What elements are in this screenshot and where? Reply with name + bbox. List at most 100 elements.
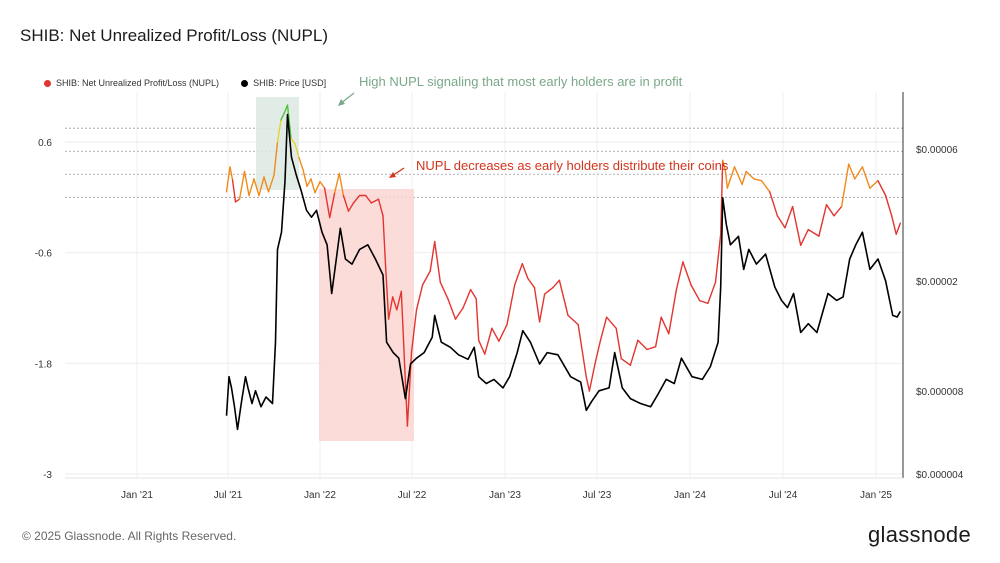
x-tick-label: Jul '22 xyxy=(398,490,427,501)
nupl-line-segment xyxy=(478,339,486,355)
nupl-line-segment xyxy=(384,265,390,320)
nupl-line-segment xyxy=(475,298,480,341)
distribution-arrowhead xyxy=(389,172,396,178)
nupl-line-segment xyxy=(469,288,477,300)
nupl-line-segment xyxy=(745,170,755,180)
right-y-tick-label: $0.00006 xyxy=(916,145,958,156)
nupl-line-segment xyxy=(869,179,879,189)
profit-annotation-text: High NUPL signaling that most early hold… xyxy=(359,74,683,89)
nupl-line-segment xyxy=(276,119,282,143)
copyright-footer: © 2025 Glassnode. All Rights Reserved. xyxy=(22,529,237,543)
left-y-tick-label: 0.6 xyxy=(38,138,52,149)
nupl-line-segment xyxy=(429,240,436,272)
nupl-line-segment xyxy=(338,172,345,197)
nupl-line-segment xyxy=(769,191,779,217)
legend-item-nupl[interactable]: SHIB: Net Unrealized Profit/Loss (NUPL) xyxy=(44,78,219,88)
nupl-line-segment xyxy=(404,381,409,427)
nupl-line-segment xyxy=(558,279,569,317)
nupl-line-segment xyxy=(302,168,308,188)
price-series xyxy=(225,113,901,431)
nupl-line-segment xyxy=(347,202,355,212)
nupl-line-segment xyxy=(248,178,255,197)
legend: SHIB: Net Unrealized Profit/Loss (NUPL) … xyxy=(44,78,326,88)
nupl-line-segment xyxy=(396,290,402,311)
nupl-line-segment xyxy=(800,228,809,247)
nupl-line-segment xyxy=(599,316,608,341)
nupl-line-segment xyxy=(760,179,771,193)
nupl-line-segment xyxy=(726,166,736,189)
nupl-line-segment xyxy=(620,358,632,366)
nupl-line-segment xyxy=(370,198,380,204)
nupl-line-segment xyxy=(238,170,246,200)
nupl-line-segment xyxy=(675,261,684,291)
x-tick-label: Jan '21 xyxy=(121,490,153,501)
x-tick-label: Jul '24 xyxy=(769,490,798,501)
nupl-line-segment xyxy=(861,166,871,189)
nupl-line-segment xyxy=(319,180,326,189)
x-tick-label: Jan '25 xyxy=(860,490,892,501)
x-tick-label: Jan '23 xyxy=(489,490,521,501)
nupl-line-segment xyxy=(538,293,546,323)
grid-layer xyxy=(65,92,903,478)
legend-item-price[interactable]: SHIB: Price [USD] xyxy=(241,78,326,88)
x-tick-label: Jul '21 xyxy=(214,490,243,501)
right-y-tick-label: $0.000004 xyxy=(916,470,964,481)
nupl-line-segment xyxy=(290,137,296,145)
nupl-line-segment xyxy=(392,296,398,311)
nupl-line-segment xyxy=(243,170,250,197)
nupl-line-segment xyxy=(229,166,234,181)
left-y-tick-label: -3 xyxy=(43,470,52,481)
legend-dot-nupl xyxy=(44,79,51,87)
nupl-line-segment xyxy=(365,194,372,204)
left-y-tick-label: -1.8 xyxy=(35,359,53,370)
nupl-line-segment xyxy=(352,194,361,204)
legend-label-nupl: SHIB: Net Unrealized Profit/Loss (NUPL) xyxy=(56,78,220,88)
nupl-line-segment xyxy=(833,205,843,217)
nupl-line-segment xyxy=(682,261,692,286)
nupl-line-segment xyxy=(491,327,500,342)
nupl-line-segment xyxy=(577,323,587,378)
nupl-line-segment xyxy=(891,215,897,235)
nupl-line-segment xyxy=(724,168,728,189)
nupl-line-segment xyxy=(848,163,856,180)
nupl-line-segment xyxy=(514,263,523,286)
nupl-line-segment xyxy=(840,163,850,208)
nupl-line-segment xyxy=(462,288,472,309)
legend-label-price: SHIB: Price [USD] xyxy=(253,78,327,88)
nupl-line-segment xyxy=(263,176,270,193)
nupl-line-segment xyxy=(421,270,431,286)
nupl-line-segment xyxy=(231,179,237,203)
chart-title: SHIB: Net Unrealized Profit/Loss (NUPL) xyxy=(20,26,328,45)
nupl-line-segment xyxy=(714,233,722,283)
nupl-line-segment xyxy=(605,316,617,329)
nupl-line-segment xyxy=(258,176,265,197)
nupl-line-segment xyxy=(314,180,321,194)
nupl-line-segment xyxy=(280,111,286,121)
nupl-line-segment xyxy=(387,296,394,320)
left-y-tick-label: -0.6 xyxy=(35,249,53,260)
nupl-line-segment xyxy=(434,240,441,283)
nupl-line-segment xyxy=(895,222,901,235)
x-tick-label: Jan '22 xyxy=(304,490,336,501)
x-tick-label: Jan '24 xyxy=(674,490,706,501)
nupl-line-segment xyxy=(410,309,418,353)
nupl-line-segment xyxy=(415,284,424,311)
annotation-layer: High NUPL signaling that most early hold… xyxy=(338,74,729,178)
nupl-line-segment xyxy=(400,290,407,383)
nupl-series xyxy=(225,104,901,427)
nupl-line-segment xyxy=(498,323,508,342)
nupl-line-segment xyxy=(439,281,449,300)
nupl-line-segment xyxy=(585,376,591,392)
nupl-line-segment xyxy=(699,299,709,305)
nupl-line-segment xyxy=(690,284,701,302)
nupl-line-segment xyxy=(552,279,561,289)
price-line xyxy=(225,113,901,431)
nupl-line-segment xyxy=(298,156,304,171)
distribution-annotation-text: NUPL decreases as early holders distribu… xyxy=(416,158,729,173)
nupl-line-segment xyxy=(533,287,541,323)
nupl-line-segment xyxy=(306,178,312,188)
nupl-line-segment xyxy=(753,178,763,182)
nupl-line-segment xyxy=(722,159,726,171)
nupl-line-segment xyxy=(854,166,864,180)
